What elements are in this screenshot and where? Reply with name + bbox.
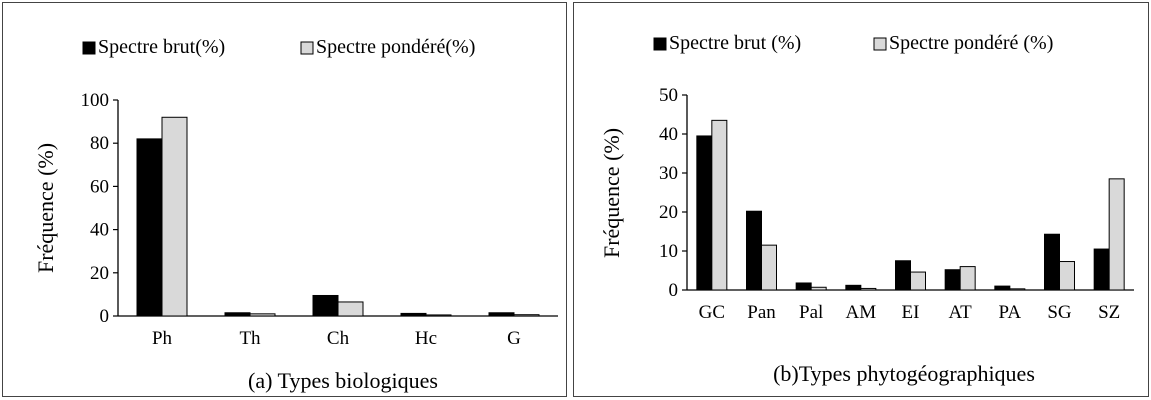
chart-0-x-tick-label: Hc	[415, 328, 437, 349]
chart-0-bar-Ch-s1	[337, 301, 364, 317]
chart-1-legend: Spectre brut (%) Spectre pondéré (%)	[653, 32, 1053, 54]
chart-1-bar-GC-s0	[696, 135, 713, 291]
chart-1-y-tick-label: 0	[669, 280, 679, 301]
chart-1-y-axis-title: Fréquence (%)	[599, 128, 624, 258]
chart-panel-a: Spectre brut(%) Spectre pondéré(%) 0 20 40 60…	[2, 2, 567, 397]
chart-1-bar-PA-s0	[994, 285, 1011, 291]
chart-0-bar-Ch-s0	[312, 294, 339, 317]
chart-1-bar-AT-s1	[959, 266, 976, 291]
chart-0-legend-label-1: Spectre pondéré(%)	[316, 36, 475, 58]
chart-1-legend-label-1: Spectre pondéré (%)	[889, 32, 1053, 54]
chart-1-bar-PA-s1	[1009, 288, 1026, 291]
chart-1-x-tick-label: PA	[999, 302, 1022, 323]
chart-1-bar-SG-s0	[1044, 233, 1060, 291]
chart-1-x-tick-label: SZ	[1098, 302, 1120, 323]
chart-1-x-tick-label: GC	[699, 302, 725, 323]
chart-0-legend-label-0: Spectre brut(%)	[98, 36, 225, 58]
chart-1-y-tick-label: 10	[659, 241, 678, 262]
chart-1-x-tick-label: Pan	[747, 302, 776, 323]
chart-1-x-axis-title: (b)Types phytogéographiques	[773, 361, 1035, 386]
chart-1-bar-SZ-s1	[1108, 178, 1125, 291]
chart-b-svg: Spectre brut (%) Spectre pondéré (%) 0 10 20…	[599, 32, 1134, 386]
chart-0-y-tick-label: 60	[90, 176, 109, 197]
chart-1-x-tick-label: Pal	[799, 302, 823, 323]
chart-1-legend-label-0: Spectre brut (%)	[669, 32, 801, 54]
chart-0-y-tick-label: 40	[90, 220, 109, 241]
chart-0-legend-swatch-0	[82, 41, 96, 55]
chart-1-bar-SZ-s0	[1093, 248, 1110, 291]
chart-0-bar-Ph-s1	[161, 116, 188, 317]
chart-1-bar-EI-s1	[910, 271, 926, 291]
chart-1-bar-AT-s0	[944, 269, 961, 291]
chart-0-bar-Hc-s1	[425, 314, 452, 317]
chart-1-bar-GC-s1	[711, 119, 728, 291]
chart-0-y-tick-label: 20	[90, 263, 109, 284]
chart-1-bar-AM-s0	[845, 284, 862, 291]
chart-0-bar-Ph-s0	[136, 138, 163, 317]
chart-0-bar-Th-s1	[249, 313, 276, 317]
chart-1-legend-swatch-0	[653, 37, 667, 51]
chart-1-bar-AM-s1	[860, 287, 877, 291]
chart-1-x-tick-label: AM	[846, 302, 877, 323]
chart-0-legend-swatch-1	[300, 41, 314, 55]
chart-1-x-tick-label: AT	[949, 302, 973, 323]
chart-1-bar-EI-s0	[895, 260, 911, 291]
chart-1-bar-Pan-s1	[761, 244, 777, 291]
chart-0-bar-G-s1	[513, 314, 540, 317]
chart-1-y-tick-label: 50	[659, 85, 678, 106]
chart-0-x-axis-title: (a) Types biologiques	[248, 368, 438, 393]
chart-0-bar-Th-s0	[224, 312, 251, 317]
chart-1-x-tick-label: EI	[902, 302, 920, 323]
chart-1-x-tick-label: SG	[1047, 302, 1072, 323]
chart-0-x-tick-label: Ph	[152, 328, 173, 349]
chart-1-y-tick-label: 30	[659, 163, 678, 184]
chart-panel-b: Spectre brut (%) Spectre pondéré (%) 0 10 20…	[573, 2, 1149, 397]
chart-0-x-tick-label: Th	[239, 328, 261, 349]
chart-1-bar-SG-s1	[1059, 261, 1075, 291]
chart-0-x-tick-label: Ch	[327, 328, 350, 349]
chart-0-y-tick-label: 100	[81, 90, 110, 111]
chart-a-svg: Spectre brut(%) Spectre pondéré(%) 0 20 40 60…	[33, 36, 558, 393]
chart-0-y-tick-label: 80	[90, 133, 109, 154]
chart-1-y-tick-label: 40	[659, 124, 678, 145]
chart-0-bar-Hc-s0	[400, 312, 427, 317]
chart-0-y-tick-label: 0	[100, 306, 110, 327]
chart-1-bar-Pal-s1	[810, 286, 827, 291]
chart-1-legend-swatch-1	[873, 37, 887, 51]
chart-1-bar-Pal-s0	[795, 282, 812, 291]
chart-1-y-tick-label: 20	[659, 202, 678, 223]
chart-1-bar-Pan-s0	[746, 210, 762, 291]
chart-0-bar-G-s0	[488, 312, 515, 317]
chart-0-legend: Spectre brut(%) Spectre pondéré(%)	[82, 36, 475, 58]
chart-0-y-axis-title: Fréquence (%)	[33, 143, 58, 273]
chart-0-x-tick-label: G	[507, 328, 521, 349]
